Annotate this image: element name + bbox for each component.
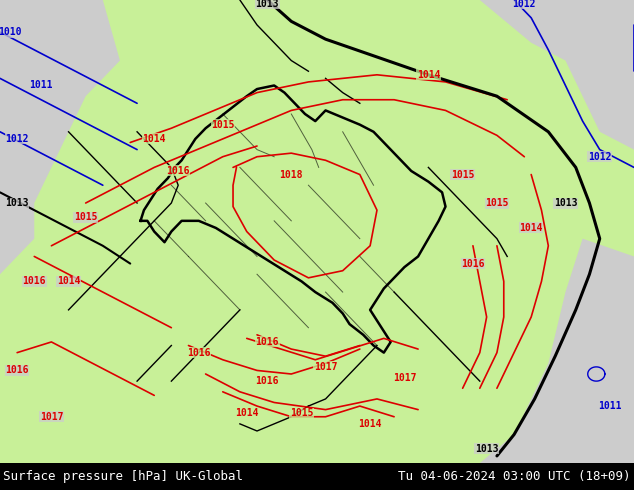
Text: 1016: 1016 [167, 166, 190, 176]
Text: 1015: 1015 [74, 212, 98, 222]
Text: 1013: 1013 [5, 198, 29, 208]
Text: 1015: 1015 [211, 120, 235, 130]
Text: 1012: 1012 [588, 152, 611, 162]
Text: 1015: 1015 [451, 170, 474, 179]
Polygon shape [480, 0, 634, 149]
Text: 1011: 1011 [29, 80, 53, 91]
Text: 1016: 1016 [461, 259, 484, 269]
Text: 1015: 1015 [485, 198, 508, 208]
Text: 1016: 1016 [256, 337, 279, 347]
Text: 1013: 1013 [553, 198, 577, 208]
Text: 1012: 1012 [5, 134, 29, 144]
Text: 1017: 1017 [314, 362, 337, 372]
Text: 1016: 1016 [187, 347, 210, 358]
Text: 1013: 1013 [475, 444, 498, 454]
Text: 1015: 1015 [290, 408, 313, 418]
Text: 1013: 1013 [256, 0, 279, 8]
Text: 1012: 1012 [512, 0, 536, 8]
Text: 1011: 1011 [598, 401, 622, 411]
Polygon shape [0, 0, 634, 463]
Text: 1010: 1010 [0, 27, 22, 37]
Text: 1016: 1016 [23, 276, 46, 286]
Text: 1016: 1016 [5, 366, 29, 375]
Text: 1014: 1014 [57, 276, 81, 286]
Polygon shape [480, 239, 634, 463]
Text: 1014: 1014 [358, 419, 382, 429]
Text: 1014: 1014 [417, 70, 440, 80]
Text: Tu 04-06-2024 03:00 UTC (18+09): Tu 04-06-2024 03:00 UTC (18+09) [398, 470, 631, 483]
Text: 1014: 1014 [519, 223, 543, 233]
Text: 1018: 1018 [280, 170, 303, 179]
Text: 1017: 1017 [392, 372, 416, 383]
Polygon shape [590, 367, 603, 381]
Text: 1014: 1014 [143, 134, 166, 144]
Text: 1014: 1014 [235, 408, 259, 418]
Polygon shape [0, 0, 120, 274]
Text: 1017: 1017 [40, 412, 63, 422]
Text: 1016: 1016 [256, 376, 279, 386]
Text: Surface pressure [hPa] UK-Global: Surface pressure [hPa] UK-Global [3, 470, 243, 483]
